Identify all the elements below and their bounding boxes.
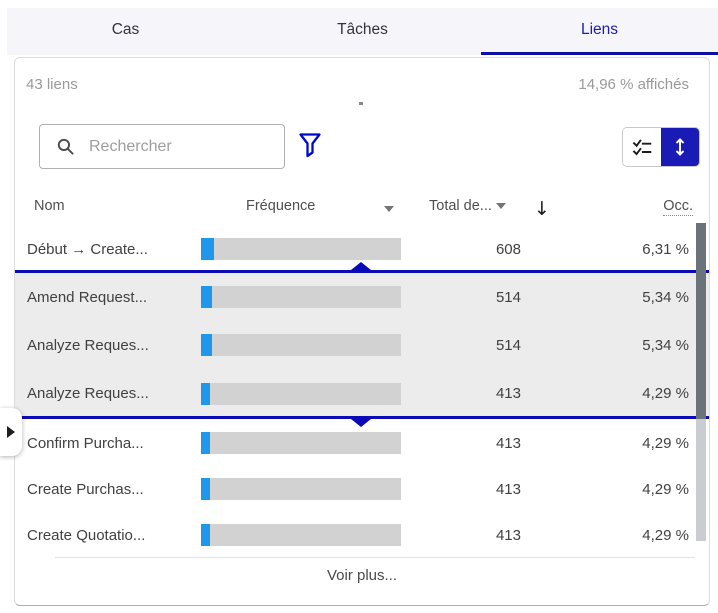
row-total: 413 bbox=[495, 526, 521, 544]
rows-selected-range: Amend Request... 514 5,34 % Analyze Requ… bbox=[15, 273, 709, 418]
row-occ: 5,34 % bbox=[642, 288, 689, 306]
table-row[interactable]: Analyze Reques... 514 5,34 % bbox=[15, 321, 709, 369]
frequency-bar-track bbox=[201, 286, 401, 309]
table-row[interactable]: Confirm Purcha... 413 4,29 % bbox=[15, 420, 709, 466]
frequency-bar-track bbox=[201, 382, 401, 405]
row-occ: 5,34 % bbox=[642, 336, 689, 354]
row-frequency-bar bbox=[201, 432, 401, 454]
row-name: Début → Create... bbox=[27, 240, 148, 258]
tab-liens[interactable]: Liens bbox=[481, 8, 718, 55]
table-body: Début → Create... 608 6,31 % Amend Reque… bbox=[15, 223, 709, 546]
row-total: 413 bbox=[495, 480, 521, 498]
range-slider-bottom-handle-icon[interactable] bbox=[351, 419, 371, 427]
table-row[interactable]: Analyze Reques... 413 4,29 % bbox=[15, 370, 709, 418]
tab-cas[interactable]: Cas bbox=[111, 21, 140, 38]
show-more-button[interactable]: Voir plus... bbox=[15, 566, 709, 585]
table-row[interactable]: Create Quotatio... 413 4,29 % bbox=[15, 512, 709, 558]
row-total: 514 bbox=[495, 288, 521, 306]
header-total[interactable]: Total de... bbox=[429, 198, 506, 214]
row-frequency-bar bbox=[201, 286, 401, 309]
tab-taches[interactable]: Tâches bbox=[337, 21, 388, 38]
shown-percentage: 14,96 % affichés bbox=[578, 76, 689, 93]
tab-bar: Cas Tâches Liens bbox=[7, 8, 718, 55]
frequency-dropdown-caret-icon[interactable] bbox=[384, 206, 394, 212]
frequency-bar-fill bbox=[201, 432, 210, 454]
range-slider-top[interactable] bbox=[15, 262, 709, 273]
row-name: Analyze Reques... bbox=[27, 385, 149, 403]
checklist-icon bbox=[632, 139, 652, 156]
rows-above-range: Début → Create... 608 6,31 % bbox=[15, 226, 709, 272]
row-occ: 4,29 % bbox=[642, 385, 689, 403]
frequency-bar-fill bbox=[201, 334, 212, 357]
summary-row: 43 liens 14,96 % affichés bbox=[26, 76, 689, 93]
header-occ[interactable]: Occ. bbox=[663, 198, 693, 216]
links-count: 43 liens bbox=[26, 76, 78, 93]
frequency-bar-track bbox=[201, 432, 401, 454]
header-name[interactable]: Nom bbox=[34, 198, 65, 214]
row-occ: 4,29 % bbox=[642, 526, 689, 544]
scrollbar-thumb[interactable] bbox=[696, 223, 706, 419]
frequency-bar-track bbox=[201, 238, 401, 260]
range-slider-bottom[interactable] bbox=[15, 416, 709, 427]
links-card: 43 liens 14,96 % affichés bbox=[14, 57, 710, 606]
frequency-bar-track bbox=[201, 524, 401, 546]
vertical-double-arrow-icon bbox=[676, 138, 684, 156]
row-total: 413 bbox=[495, 385, 521, 403]
right-triangle-icon bbox=[7, 426, 15, 438]
row-name: Analyze Reques... bbox=[27, 336, 149, 354]
search-icon bbox=[57, 138, 74, 155]
row-name: Confirm Purcha... bbox=[27, 434, 144, 452]
frequency-bar-track bbox=[201, 334, 401, 357]
row-occ: 6,31 % bbox=[642, 240, 689, 258]
row-name: Create Quotatio... bbox=[27, 526, 146, 544]
criteria-view-button[interactable] bbox=[623, 128, 661, 166]
row-frequency-bar bbox=[201, 334, 401, 357]
table-row[interactable]: Amend Request... 514 5,34 % bbox=[15, 273, 709, 321]
header-frequency[interactable]: Fréquence bbox=[246, 198, 316, 214]
filter-icon[interactable] bbox=[298, 132, 322, 158]
table-row[interactable]: Create Purchas... 413 4,29 % bbox=[15, 466, 709, 512]
sort-descending-icon[interactable]: ↓ bbox=[534, 198, 550, 220]
vertical-scrollbar[interactable] bbox=[696, 223, 706, 541]
frequency-bar-fill bbox=[201, 382, 210, 405]
row-frequency-bar bbox=[201, 524, 401, 546]
frequency-bar-fill bbox=[201, 478, 210, 500]
row-frequency-bar bbox=[201, 478, 401, 500]
row-total: 413 bbox=[495, 434, 521, 452]
row-name: Create Purchas... bbox=[27, 480, 144, 498]
expand-panel-button[interactable] bbox=[0, 408, 22, 456]
search-box bbox=[39, 124, 298, 169]
frequency-bar-track bbox=[201, 478, 401, 500]
panel-resize-handle[interactable] bbox=[359, 102, 363, 105]
view-toggle-group bbox=[623, 128, 699, 166]
row-name: Amend Request... bbox=[27, 288, 148, 306]
rows-below-range: Confirm Purcha... 413 4,29 % Create Purc… bbox=[15, 420, 709, 558]
header-total-label: Total de... bbox=[429, 198, 492, 214]
row-occ: 4,29 % bbox=[642, 434, 689, 452]
frequency-bar-fill bbox=[201, 286, 212, 309]
range-slider-top-handle-icon[interactable] bbox=[351, 262, 371, 270]
row-occ: 4,29 % bbox=[642, 480, 689, 498]
footer-divider bbox=[55, 557, 695, 558]
search-input[interactable] bbox=[87, 136, 298, 157]
row-total: 608 bbox=[495, 240, 521, 258]
sort-view-button[interactable] bbox=[661, 128, 699, 166]
table-header: Nom Fréquence Total de... ↓ Occ. bbox=[15, 193, 709, 223]
row-frequency-bar bbox=[201, 382, 401, 405]
table-row[interactable]: Début → Create... 608 6,31 % bbox=[15, 226, 709, 272]
row-frequency-bar bbox=[201, 238, 401, 260]
frequency-bar-fill bbox=[201, 238, 214, 260]
total-dropdown-caret-icon bbox=[495, 203, 506, 210]
frequency-bar-fill bbox=[201, 524, 210, 546]
row-total: 514 bbox=[495, 336, 521, 354]
